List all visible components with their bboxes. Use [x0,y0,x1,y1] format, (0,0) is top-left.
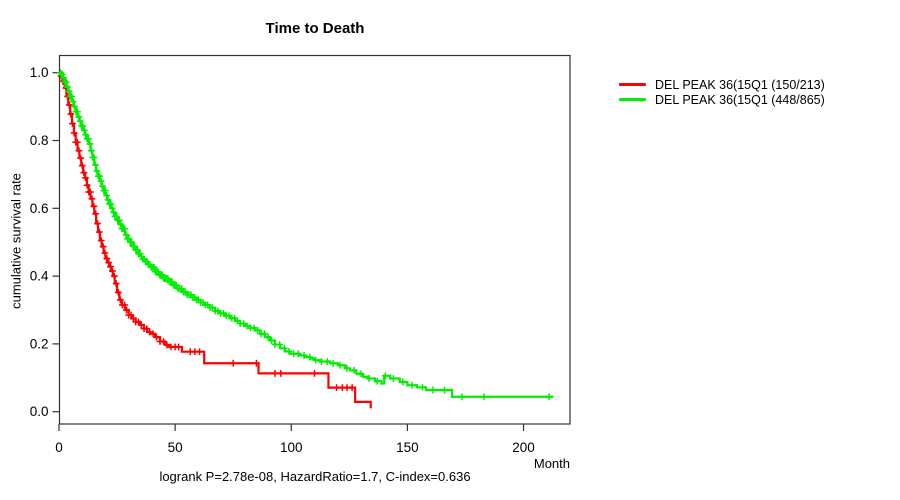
legend-item-group2: DEL PEAK 36(15Q1 (448/865) [619,92,825,107]
y-tick-label: 0.8 [30,133,49,148]
plot-box [58,54,571,425]
stats-caption: logrank P=2.78e-08, HazardRatio=1.7, C-i… [159,469,471,484]
x-tick-label: 150 [396,440,419,455]
km-curve [59,71,554,398]
x-axis-title: Month [533,456,570,471]
legend-label-group1: DEL PEAK 36(15Q1 (150/213) [655,77,825,92]
x-axis: 0 50 100 150 200 [55,424,535,455]
chart-title: Time to Death [265,20,365,37]
x-tick-label: 0 [55,440,63,455]
km-curve [59,71,372,409]
legend: DEL PEAK 36(15Q1 (150/213) DEL PEAK 36(1… [619,77,825,107]
series-red [57,71,372,409]
legend-line-red-icon [619,83,646,86]
y-tick-label: 0.6 [30,201,49,216]
legend-line-green-icon [619,98,646,101]
series-green [57,69,554,401]
y-tick-label: 1.0 [30,65,49,80]
x-tick-label: 100 [280,440,303,455]
y-tick-label: 0.2 [30,336,49,351]
legend-label-group2: DEL PEAK 36(15Q1 (448/865) [655,92,825,107]
y-tick-label: 0.0 [30,404,49,419]
legend-item-group1: DEL PEAK 36(15Q1 (150/213) [619,77,825,92]
y-tick-label: 0.4 [30,269,49,284]
x-tick-label: 200 [512,440,535,455]
y-axis: 0.0 0.2 0.4 0.6 0.8 1.0 [30,65,60,419]
x-tick-label: 50 [168,440,183,455]
